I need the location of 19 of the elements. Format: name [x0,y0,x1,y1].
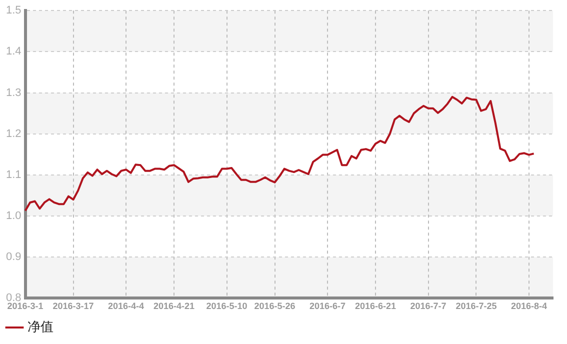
legend-label: 净值 [28,320,54,335]
x-tick-label: 2016-5-26 [254,301,296,312]
x-tick-label: 2016-7-25 [456,301,497,312]
x-tick-label: 2016-3-17 [52,301,94,312]
y-tick-label: 1.3 [6,86,22,99]
y-tick-label: 1.5 [6,4,22,17]
y-tick-label: 1.1 [6,168,22,181]
x-tick-label: 2016-4-4 [108,301,144,312]
y-tick-label: 1.4 [6,46,22,58]
y-tick-label: 1.0 [6,210,22,222]
y-tick-label: 0.9 [6,251,22,264]
x-tick-label: 2016-8-4 [511,301,548,312]
x-tick-label: 2016-7-7 [410,301,446,312]
x-tick-label: 2016-6-21 [354,301,396,312]
x-tick-label: 2016-6-7 [310,301,346,312]
y-tick-label: 1.2 [6,128,22,140]
x-tick-label: 2016-4-21 [153,301,195,312]
x-tick-label: 2016-5-10 [206,301,248,312]
x-tick-label: 2016-3-1 [7,301,44,312]
